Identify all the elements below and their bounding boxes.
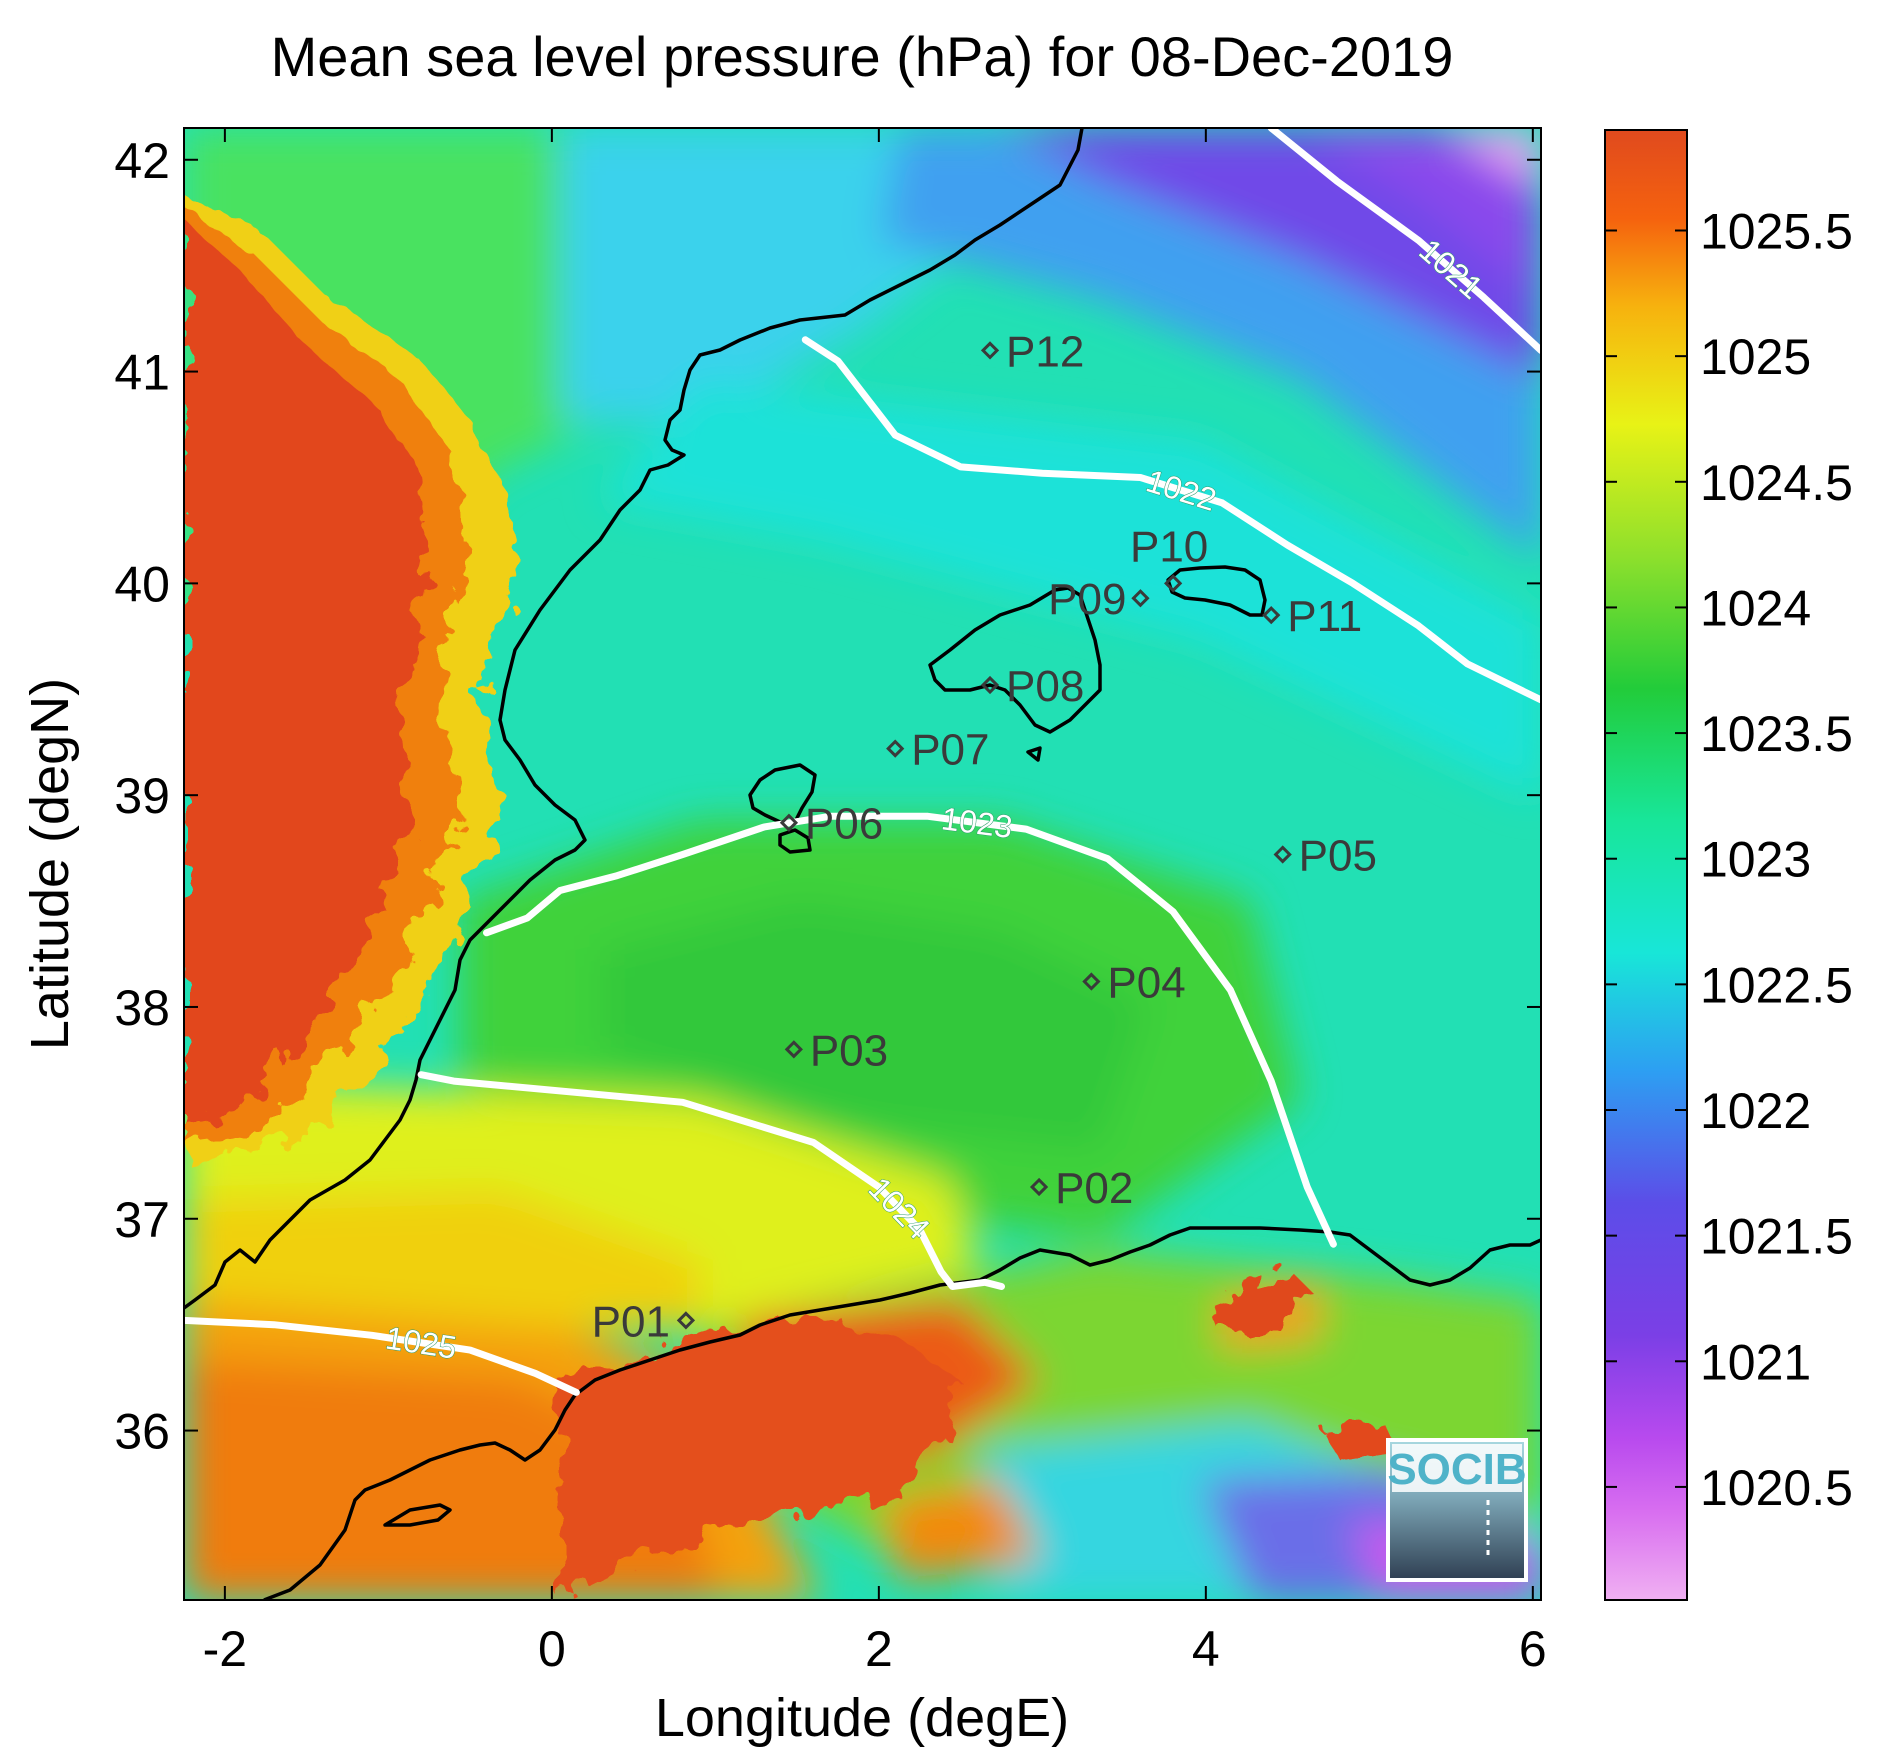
station-p12: P12 (980, 327, 1084, 376)
station-p04: P04 (1082, 959, 1186, 1008)
chart-title: Mean sea level pressure (hPa) for 08-Dec… (271, 25, 1454, 88)
y-tick-label: 40 (114, 556, 170, 612)
station-marker (1262, 606, 1281, 625)
station-label: P04 (1107, 959, 1185, 1008)
x-tick-label: 4 (1192, 1621, 1220, 1677)
colorbar-tick-label: 1021 (1700, 1334, 1811, 1390)
station-p01: P01 (592, 1297, 696, 1346)
isobar-1025 (184, 1316, 580, 1396)
station-marker (1082, 972, 1101, 991)
station-marker (784, 1040, 803, 1059)
colorbar-ticks: 1020.5 1021 1021.5 1022 1022.5 1023 1023.5 1024… (1605, 204, 1853, 1516)
y-axis: 36 37 38 39 40 41 42 (114, 133, 1541, 1460)
x-axis: -2 0 2 4 6 (203, 128, 1547, 1677)
station-label: P11 (1287, 592, 1362, 641)
colorbar-tick-label: 1025 (1700, 329, 1811, 385)
socib-logo-text: SOCIB (1387, 1445, 1526, 1494)
station-p02: P02 (1029, 1164, 1133, 1213)
isobar-1022 (801, 336, 1541, 704)
station-marker (779, 813, 799, 832)
station-marker (886, 739, 905, 758)
y-tick-label: 41 (114, 345, 170, 401)
station-label: P08 (1006, 662, 1084, 711)
station-marker (980, 341, 1000, 360)
coastline (184, 128, 1541, 1600)
y-tick-label: 42 (114, 133, 170, 189)
station-marker (1164, 574, 1183, 593)
station-label: P03 (810, 1026, 888, 1075)
colorbar-tick-label: 1025.5 (1700, 204, 1853, 260)
colorbar-tick-label: 1023.5 (1700, 706, 1853, 762)
x-tick-label: 2 (865, 1621, 893, 1677)
station-label: P10 (1130, 522, 1208, 571)
x-tick-label: 0 (538, 1621, 566, 1677)
y-tick-label: 38 (114, 980, 170, 1036)
station-p05: P05 (1273, 831, 1377, 880)
station-marker (676, 1311, 696, 1330)
station-marker (980, 675, 1000, 695)
station-p03: P03 (784, 1026, 888, 1075)
station-label: P07 (911, 726, 989, 775)
plot-frame (183, 127, 1542, 1601)
colorbar: 1020.5 1021 1021.5 1022 1022.5 1023 1023.5 1024… (1604, 129, 1853, 1601)
y-axis-title: Latitude (degN) (20, 678, 80, 1050)
isobar-1021 (1267, 128, 1541, 354)
station-label: P12 (1006, 327, 1084, 376)
station-label: P05 (1299, 831, 1377, 880)
colorbar-tick-label: 1023 (1700, 832, 1811, 888)
x-axis-title: Longitude (degE) (655, 1688, 1069, 1748)
socib-logo: SOCIB (1386, 1438, 1528, 1582)
colorbar-gradient (1604, 129, 1688, 1601)
station-marker (1029, 1177, 1049, 1197)
y-tick-label: 37 (114, 1192, 170, 1248)
y-tick-label: 36 (114, 1404, 170, 1460)
colorbar-tick-label: 1022.5 (1700, 957, 1853, 1013)
y-tick-label: 39 (114, 768, 170, 824)
station-label: P01 (592, 1297, 670, 1346)
colorbar-tick-label: 1021.5 (1700, 1209, 1853, 1265)
x-tick-label: 6 (1519, 1621, 1547, 1677)
x-tick-label: -2 (203, 1621, 247, 1677)
station-label: P02 (1055, 1164, 1133, 1213)
station-p07: P07 (886, 726, 989, 775)
station-p08: P08 (980, 662, 1084, 711)
isobar-1024 (417, 1071, 1005, 1290)
station-label: P06 (805, 800, 883, 849)
colorbar-tick-label: 1024.5 (1700, 455, 1853, 511)
station-p11: P11 (1262, 592, 1362, 641)
station-marker (1273, 845, 1292, 864)
colorbar-tick-label: 1020.5 (1700, 1460, 1853, 1516)
station-p06: P06 (779, 800, 883, 849)
station-label: P09 (1048, 575, 1126, 624)
colorbar-tick-label: 1024 (1700, 580, 1811, 636)
station-p09: P09 (1048, 575, 1150, 624)
isobar-1023 (483, 812, 1337, 1248)
station-marker (1131, 589, 1150, 608)
station-p10: P10 (1130, 522, 1208, 593)
colorbar-tick-label: 1022 (1700, 1083, 1811, 1139)
